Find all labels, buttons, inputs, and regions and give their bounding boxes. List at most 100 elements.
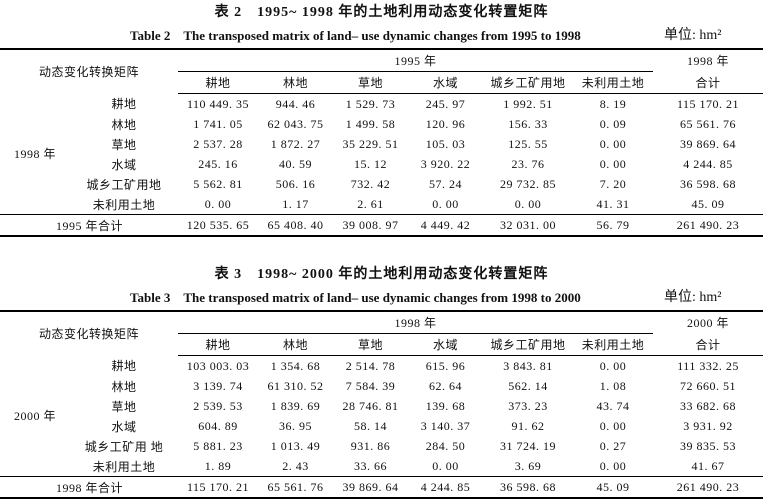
cell: 120 535. 65 bbox=[178, 214, 259, 237]
cell: 4 244. 85 bbox=[683, 156, 733, 171]
table-caption: Table 2 The transposed matrix of land– u… bbox=[0, 24, 763, 48]
cell: 1 529. 73 bbox=[345, 96, 396, 111]
cell: 111 332. 25 bbox=[677, 358, 739, 373]
cell: 1 992. 51 bbox=[503, 96, 553, 111]
column-header: 林地 bbox=[258, 71, 334, 94]
data-row: 林地 1 741. 05 62 043. 75 1 499. 58 120. 96 156… bbox=[0, 114, 763, 134]
cell: 1 013. 49 bbox=[270, 438, 321, 453]
cell: 1 354. 68 bbox=[270, 358, 321, 373]
cell: 1. 89 bbox=[204, 458, 232, 473]
data-row: 城乡工矿用 地 5 881. 23 1 013. 49 931. 86 284. 50 3… bbox=[0, 436, 763, 456]
cell: 8. 19 bbox=[599, 96, 627, 111]
cell: 562. 14 bbox=[508, 378, 548, 393]
cell: 4 244. 85 bbox=[408, 476, 484, 499]
data-row: 未利用土地 1. 89 2. 43 33. 66 0. 00 3. 69 0. 00 41. … bbox=[0, 456, 763, 477]
cell: 35 229. 51 bbox=[342, 136, 399, 151]
data-row: 草地 2 537. 28 1 872. 27 35 229. 51 105. 03 125… bbox=[0, 134, 763, 154]
cell: 261 490. 23 bbox=[653, 214, 763, 237]
cell: 156. 33 bbox=[508, 116, 548, 131]
column-group: 1998 年 bbox=[178, 310, 654, 334]
cell: 3 843. 81 bbox=[503, 358, 553, 373]
cell: 56. 79 bbox=[573, 214, 654, 237]
row-label: 草地 bbox=[111, 399, 137, 414]
corner-cell: 动态变化转换矩阵 bbox=[0, 48, 179, 94]
row-group: 1998 年 bbox=[14, 147, 57, 162]
cell: 125. 55 bbox=[508, 136, 548, 151]
cell: 1. 08 bbox=[599, 378, 627, 393]
cell: 115 170. 21 bbox=[178, 476, 259, 499]
english-title: Table 3 The transposed matrix of land– u… bbox=[130, 290, 581, 305]
total-header: 合计 bbox=[653, 71, 763, 94]
cell: 0. 00 bbox=[514, 196, 542, 211]
cell: 39 869. 64 bbox=[680, 136, 737, 151]
cell: 2 539. 53 bbox=[193, 398, 243, 413]
column-header: 水域 bbox=[408, 333, 484, 356]
cell: 65 561. 76 bbox=[680, 116, 737, 131]
column-header: 草地 bbox=[333, 71, 409, 94]
column-header: 耕地 bbox=[178, 333, 259, 356]
cell: 0. 09 bbox=[599, 116, 627, 131]
cell: 0. 27 bbox=[599, 438, 627, 453]
total-row: 1998 年合计 115 170. 21 65 561. 76 39 869. 64 4… bbox=[0, 476, 763, 499]
row-label: 林地 bbox=[111, 379, 137, 394]
cell: 15. 12 bbox=[354, 156, 388, 171]
column-header: 城乡工矿用地 bbox=[483, 333, 574, 356]
data-row: 城乡工矿用地 5 562. 81 506. 16 732. 42 57. 24 29 73… bbox=[0, 174, 763, 194]
cell: 36. 95 bbox=[279, 418, 313, 433]
cell: 33. 66 bbox=[354, 458, 388, 473]
cell: 1 741. 05 bbox=[193, 116, 243, 131]
cell: 72 660. 51 bbox=[680, 378, 737, 393]
total-label: 1998 年合计 bbox=[0, 476, 179, 499]
cell: 103 003. 03 bbox=[186, 358, 250, 373]
row-label: 耕地 bbox=[111, 359, 137, 374]
matrix-table: 动态变化转换矩阵 1995 年 1998 年耕地 林地 草地 水域 城乡工矿用地 未利用土地合… bbox=[0, 48, 763, 237]
cell: 0. 00 bbox=[599, 136, 627, 151]
header-row: 动态变化转换矩阵 1995 年 1998 年 bbox=[0, 48, 763, 94]
data-row: 水域 245. 16 40. 59 15. 12 3 920. 22 23. 76 0. 0… bbox=[0, 154, 763, 174]
column-header: 草地 bbox=[333, 333, 409, 356]
cell: 0. 00 bbox=[204, 196, 232, 211]
cell: 115 170. 21 bbox=[677, 96, 740, 111]
data-row: 水域 604. 89 36. 95 58. 14 3 140. 37 91. 62 0. 0… bbox=[0, 416, 763, 436]
cell: 3. 69 bbox=[514, 458, 542, 473]
cell: 91. 62 bbox=[511, 418, 545, 433]
cell: 4 449. 42 bbox=[408, 214, 484, 237]
row-label: 水域 bbox=[111, 419, 137, 434]
table-caption: Table 3 The transposed matrix of land– u… bbox=[0, 286, 763, 310]
cell: 62 043. 75 bbox=[267, 116, 324, 131]
data-row: 2000 年 耕地 103 003. 03 1 354. 68 2 514. 78 615… bbox=[0, 356, 763, 424]
row-label: 未利用土地 bbox=[92, 197, 156, 212]
cell: 40. 59 bbox=[279, 156, 313, 171]
row-label: 草地 bbox=[111, 137, 137, 152]
cell: 1 839. 69 bbox=[270, 398, 321, 413]
row-label: 城乡工矿用 地 bbox=[84, 439, 164, 454]
cell: 28 746. 81 bbox=[342, 398, 399, 413]
column-group: 1995 年 bbox=[178, 48, 654, 72]
row-label: 未利用土地 bbox=[92, 459, 156, 474]
cell: 139. 68 bbox=[425, 398, 466, 413]
data-row: 1998 年 耕地 110 449. 35 944. 46 1 529. 73 245. … bbox=[0, 94, 763, 162]
row-label: 耕地 bbox=[111, 97, 137, 112]
table-block: 表 2 1995~ 1998 年的土地利用动态变化转置矩阵 Table 2 The… bbox=[0, 2, 763, 237]
table-block: 表 3 1998~ 2000 年的土地利用动态变化转置矩阵 Table 3 The… bbox=[0, 264, 763, 499]
cell: 120. 96 bbox=[425, 116, 466, 131]
row-group: 2000 年 bbox=[14, 409, 57, 424]
cell: 36 598. 68 bbox=[483, 476, 574, 499]
cell: 62. 64 bbox=[429, 378, 463, 393]
cell: 23. 76 bbox=[511, 156, 545, 171]
total-row: 1995 年合计 120 535. 65 65 408. 40 39 008. 97 4… bbox=[0, 214, 763, 237]
row-label: 水域 bbox=[111, 157, 137, 172]
total-header: 合计 bbox=[653, 333, 763, 356]
cell: 5 881. 23 bbox=[193, 438, 243, 453]
total-header: 2000 年 bbox=[653, 310, 763, 334]
cell: 0. 00 bbox=[432, 196, 459, 211]
cell: 1. 17 bbox=[282, 196, 309, 211]
cell: 0. 00 bbox=[599, 458, 627, 473]
cell: 105. 03 bbox=[425, 136, 466, 151]
cell: 245. 16 bbox=[198, 156, 238, 171]
cell: 32 031. 00 bbox=[483, 214, 574, 237]
cell: 944. 46 bbox=[275, 96, 316, 111]
cell: 33 682. 68 bbox=[680, 398, 737, 413]
cell: 3 140. 37 bbox=[420, 418, 471, 433]
